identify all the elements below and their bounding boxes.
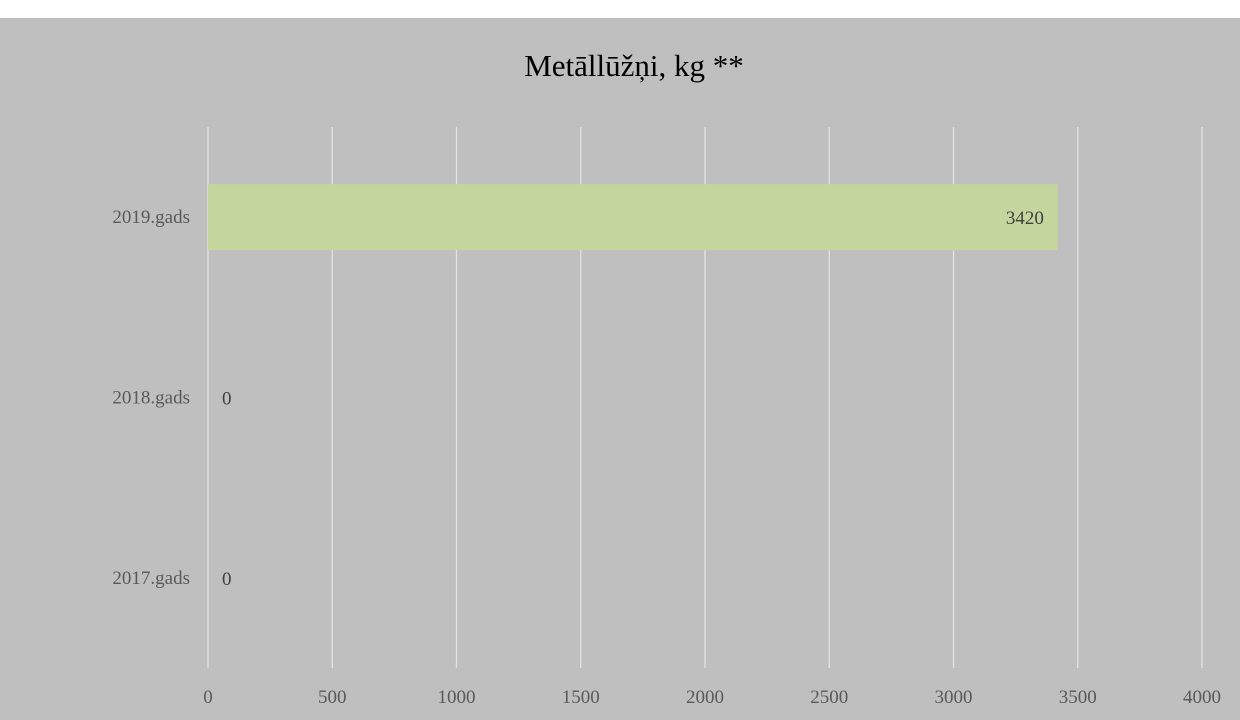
bar-2019.gads xyxy=(208,184,1058,251)
chart-background xyxy=(0,18,1240,720)
data-label-2019.gads: 3420 xyxy=(1006,208,1044,229)
bars xyxy=(208,184,1058,251)
x-tick-label-1500: 1500 xyxy=(562,687,600,708)
chart-title: Metāllūžņi, kg ** xyxy=(524,48,744,83)
x-tick-label-0: 0 xyxy=(203,687,213,708)
x-tick-label-2000: 2000 xyxy=(686,687,724,708)
y-tick-label-2018.gads: 2018.gads xyxy=(112,388,190,409)
y-tick-label-2019.gads: 2019.gads xyxy=(112,207,190,228)
x-tick-label-500: 500 xyxy=(318,687,347,708)
x-tick-label-3500: 3500 xyxy=(1059,687,1097,708)
y-tick-label-2017.gads: 2017.gads xyxy=(112,568,190,589)
x-tick-label-4000: 4000 xyxy=(1183,687,1221,708)
x-tick-label-2500: 2500 xyxy=(810,687,848,708)
data-label-2017.gads: 0 xyxy=(222,569,232,590)
x-tick-label-3000: 3000 xyxy=(935,687,973,708)
labels: 0 500 1000 1500 2000 2500 3000 3500 4000 2019.gad… xyxy=(112,207,1221,708)
x-tick-label-1000: 1000 xyxy=(438,687,476,708)
data-label-2018.gads: 0 xyxy=(222,389,232,410)
